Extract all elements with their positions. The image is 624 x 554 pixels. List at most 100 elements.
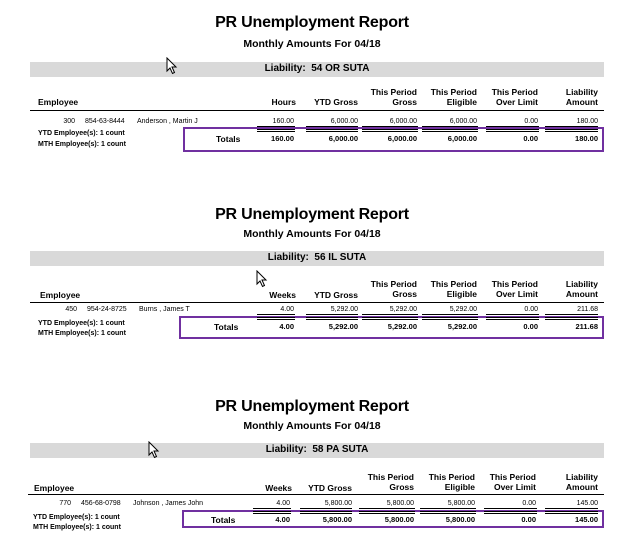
liability-value: 54 OR SUTA xyxy=(311,63,370,74)
total-liability-amount: 145.00 xyxy=(575,515,598,524)
report-title: PR Unemployment Report xyxy=(215,14,409,31)
column-underline xyxy=(257,126,295,127)
liability-bar: Liability: 56 IL SUTA xyxy=(30,251,604,266)
column-double-underline xyxy=(300,511,352,514)
cell-period-eligible: 5,292.00 xyxy=(449,306,477,313)
column-underline xyxy=(545,508,598,509)
column-underline xyxy=(420,508,476,509)
liability-heading: Liability: 54 OR SUTA xyxy=(30,63,604,74)
col-header-period-eligible: This Period Eligible xyxy=(430,87,477,107)
employee-id: 770 xyxy=(59,500,71,507)
column-double-underline xyxy=(545,317,598,320)
column-underline xyxy=(306,314,358,315)
cell-period-gross: 5,292.00 xyxy=(389,306,417,313)
totals-label: Totals xyxy=(214,322,239,332)
total-period-eligible: 5,292.00 xyxy=(447,322,477,331)
column-double-underline xyxy=(545,511,598,514)
employee-name: Anderson , Martin J xyxy=(137,118,198,125)
column-underline xyxy=(422,126,478,127)
employee-id: 450 xyxy=(65,306,77,313)
col-header-period-eligible: This Period Eligible xyxy=(428,472,475,492)
report-subtitle: Monthly Amounts For 04/18 xyxy=(243,38,381,50)
col-header-liability-amount: Liability Amount xyxy=(565,87,598,107)
header-rule xyxy=(28,494,604,495)
col-header-period-eligible: This Period Eligible xyxy=(430,279,477,299)
employee-id: 300 xyxy=(63,118,75,125)
report-subtitle: Monthly Amounts For 04/18 xyxy=(243,420,381,432)
mth-employee-count: MTH Employee(s): 1 count xyxy=(38,141,126,148)
total-liability-amount: 180.00 xyxy=(575,134,598,143)
col-header-period-gross: This Period Gross xyxy=(370,279,417,299)
totals-highlight-box xyxy=(183,127,604,152)
column-underline xyxy=(545,126,598,127)
employee-ssn: 954-24-8725 xyxy=(87,306,127,313)
liability-heading: Liability: 58 PA SUTA xyxy=(30,444,604,455)
total-over-limit: 0.00 xyxy=(523,134,538,143)
column-double-underline xyxy=(422,129,478,132)
total-over-limit: 0.00 xyxy=(521,515,536,524)
column-double-underline xyxy=(362,317,418,320)
column-double-underline xyxy=(486,317,539,320)
column-underline xyxy=(484,508,537,509)
header-rule xyxy=(30,302,604,303)
cell-period-eligible: 6,000.00 xyxy=(449,118,477,125)
column-double-underline xyxy=(306,317,358,320)
employee-ssn: 456-68-0798 xyxy=(81,500,121,507)
column-double-underline xyxy=(362,129,418,132)
total-period-eligible: 5,800.00 xyxy=(445,515,475,524)
col-header-qty: Hours xyxy=(271,97,296,107)
col-header-period-gross: This Period Gross xyxy=(370,87,417,107)
mouse-pointer-icon xyxy=(148,441,160,459)
column-underline xyxy=(545,314,598,315)
totals-label: Totals xyxy=(216,134,241,144)
mouse-pointer-icon xyxy=(166,57,178,75)
ytd-employee-count: YTD Employee(s): 1 count xyxy=(38,130,125,137)
column-underline xyxy=(486,126,539,127)
column-double-underline xyxy=(545,129,598,132)
cell-ytd-gross: 6,000.00 xyxy=(330,118,358,125)
cell-qty: 4.00 xyxy=(280,306,294,313)
column-underline xyxy=(359,508,415,509)
cell-qty: 160.00 xyxy=(272,118,294,125)
total-period-eligible: 6,000.00 xyxy=(447,134,477,143)
total-period-gross: 6,000.00 xyxy=(387,134,417,143)
total-ytd-gross: 6,000.00 xyxy=(328,134,358,143)
liability-value: 58 PA SUTA xyxy=(312,444,369,455)
total-over-limit: 0.00 xyxy=(523,322,538,331)
col-header-liability-amount: Liability Amount xyxy=(565,472,598,492)
col-header-employee: Employee xyxy=(40,290,81,300)
column-double-underline xyxy=(420,511,476,514)
liability-label: Liability: xyxy=(264,63,306,74)
col-header-liability-amount: Liability Amount xyxy=(565,279,598,299)
column-underline xyxy=(306,126,358,127)
col-header-qty: Weeks xyxy=(269,290,296,300)
total-qty: 4.00 xyxy=(275,515,290,524)
liability-heading: Liability: 56 IL SUTA xyxy=(30,252,604,263)
column-double-underline xyxy=(257,317,295,320)
column-underline xyxy=(422,314,478,315)
header-rule xyxy=(30,110,604,111)
total-period-gross: 5,800.00 xyxy=(384,515,414,524)
column-underline xyxy=(300,508,352,509)
mth-employee-count: MTH Employee(s): 1 count xyxy=(33,524,121,531)
column-underline xyxy=(362,126,418,127)
report-subtitle: Monthly Amounts For 04/18 xyxy=(243,228,381,240)
employee-name: Johnson , James John xyxy=(133,500,204,507)
col-header-ytd-gross: YTD Gross xyxy=(314,97,358,107)
liability-label: Liability: xyxy=(265,444,307,455)
col-header-over-limit: This Period Over Limit xyxy=(491,279,538,299)
cell-qty: 4.00 xyxy=(276,500,290,507)
liability-bar: Liability: 58 PA SUTA xyxy=(30,443,604,458)
cell-liability-amount: 211.68 xyxy=(577,306,598,313)
cell-over-limit: 0.00 xyxy=(524,118,538,125)
col-header-ytd-gross: YTD Gross xyxy=(308,483,352,493)
report-title: PR Unemployment Report xyxy=(215,206,409,223)
employee-name: Burns , James T xyxy=(139,306,190,313)
column-double-underline xyxy=(422,317,478,320)
column-double-underline xyxy=(486,129,539,132)
col-header-period-gross: This Period Gross xyxy=(367,472,414,492)
column-underline xyxy=(257,314,295,315)
total-qty: 160.00 xyxy=(271,134,294,143)
col-header-qty: Weeks xyxy=(265,483,292,493)
column-underline xyxy=(253,508,291,509)
